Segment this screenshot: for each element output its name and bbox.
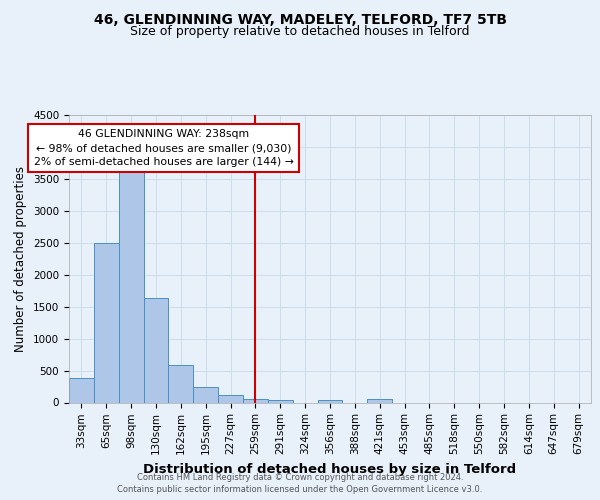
Text: 46, GLENDINNING WAY, MADELEY, TELFORD, TF7 5TB: 46, GLENDINNING WAY, MADELEY, TELFORD, T… (94, 12, 506, 26)
Bar (317, 400, 343, 402)
Text: Contains public sector information licensed under the Open Government Licence v3: Contains public sector information licen… (118, 485, 482, 494)
Y-axis label: Number of detached properties: Number of detached properties (14, 166, 28, 352)
Bar (268, 400, 293, 402)
Bar (169, 365, 193, 403)
Bar (243, 398, 268, 402)
Text: Contains HM Land Registry data © Crown copyright and database right 2024.: Contains HM Land Registry data © Crown c… (137, 472, 463, 482)
Bar (218, 396, 243, 402)
Text: 46 GLENDINNING WAY: 238sqm
← 98% of detached houses are smaller (9,030)
2% of se: 46 GLENDINNING WAY: 238sqm ← 98% of deta… (34, 129, 293, 167)
Bar (367, 398, 392, 402)
Bar (193, 387, 218, 402)
Bar (143, 298, 169, 403)
Bar (94, 243, 119, 402)
Text: Size of property relative to detached houses in Telford: Size of property relative to detached ho… (130, 25, 470, 38)
X-axis label: Distribution of detached houses by size in Telford: Distribution of detached houses by size … (143, 462, 517, 475)
Bar (69, 378, 94, 402)
Bar (119, 166, 143, 402)
